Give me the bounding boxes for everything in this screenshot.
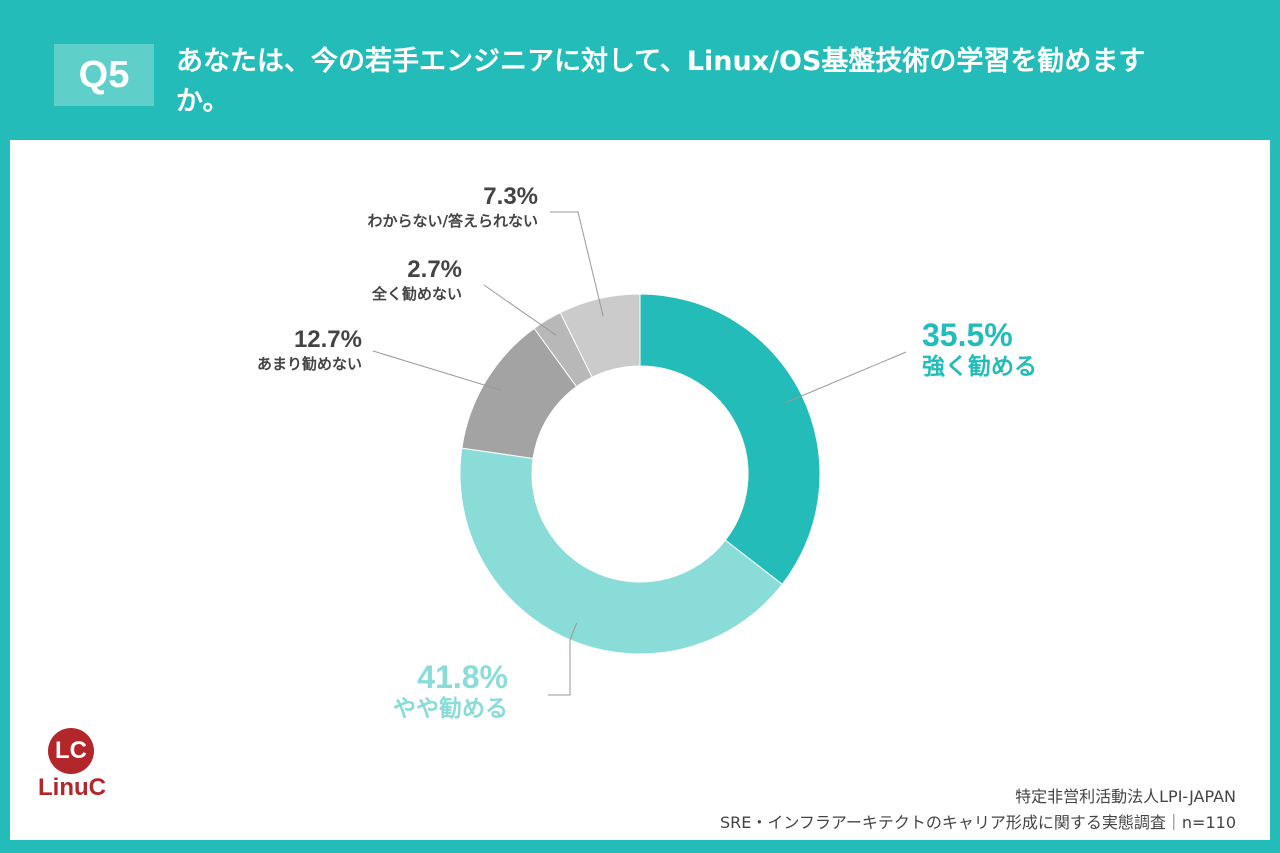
label-amari: 12.7% あまり勧めない bbox=[257, 326, 362, 374]
name-mattaku: 全く勧めない bbox=[371, 285, 462, 303]
name-tsuyoku: 強く勧める bbox=[922, 354, 1037, 380]
question-text: あなたは、今の若手エンジニアに対して、Linux/OS基盤技術の学習を勧めますか… bbox=[176, 46, 1146, 117]
slice-tsuyoku bbox=[639, 293, 821, 586]
label-tsuyoku: 35.5% 強く勧める bbox=[922, 318, 1037, 382]
pct-tsuyoku: 35.5% bbox=[922, 317, 1013, 353]
linuc-logo: LC LinuC bbox=[26, 722, 126, 812]
source-note: 特定非営利活動法人LPI-JAPAN SRE・インフラアーキテクトのキャリア形成… bbox=[720, 784, 1236, 836]
slice-wakaranai bbox=[559, 293, 641, 378]
pct-amari: 12.7% bbox=[293, 326, 362, 353]
slice-yaya bbox=[459, 447, 783, 655]
logo-wordmark: LinuC bbox=[38, 774, 106, 801]
label-yaya: 41.8% やや勧める bbox=[393, 660, 508, 724]
source-survey: SRE・インフラアーキテクトのキャリア形成に関する実態調査｜n=110 bbox=[719, 813, 1236, 832]
chart-panel bbox=[10, 140, 1270, 840]
leader-line-amari bbox=[372, 350, 502, 391]
logo-mark: LC bbox=[48, 728, 94, 774]
question-badge: Q5 bbox=[54, 44, 154, 106]
leader-line-tsuyoku bbox=[785, 351, 907, 404]
name-wakaranai: わからない/答えられない bbox=[367, 212, 538, 230]
label-mattaku: 2.7% 全く勧めない bbox=[372, 256, 462, 304]
leader-line-mattaku bbox=[483, 284, 557, 336]
source-org: 特定非営利活動法人LPI-JAPAN bbox=[1015, 787, 1236, 806]
pct-mattaku: 2.7% bbox=[407, 256, 462, 283]
pct-yaya: 41.8% bbox=[417, 659, 508, 695]
name-amari: あまり勧めない bbox=[256, 355, 362, 373]
leader-line-wakaranai bbox=[550, 211, 604, 317]
leader-line-yaya bbox=[548, 622, 578, 696]
name-yaya: やや勧める bbox=[393, 696, 508, 722]
label-wakaranai: 7.3% わからない/答えられない bbox=[368, 183, 538, 231]
pct-wakaranai: 7.3% bbox=[483, 183, 538, 210]
